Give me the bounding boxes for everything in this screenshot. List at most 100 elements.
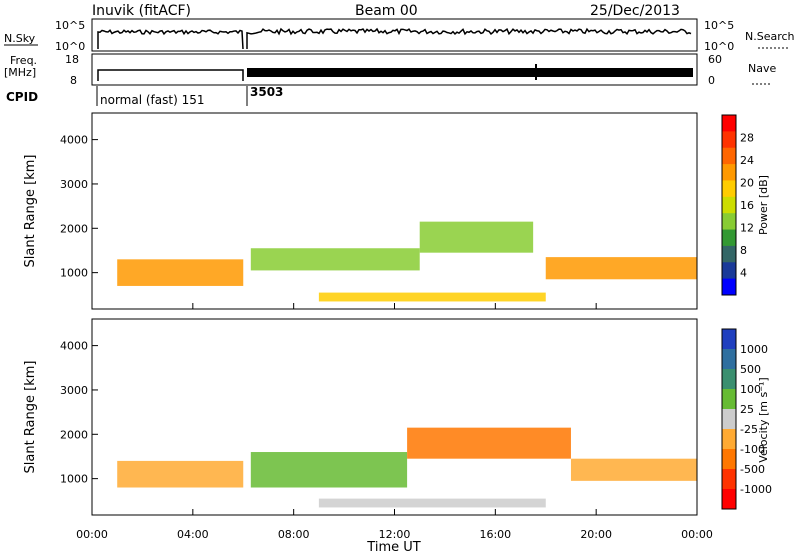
nave-tick-top: 60 (708, 53, 722, 66)
heatmap-band (407, 427, 571, 459)
freq-label-2: [MHz] (4, 66, 36, 79)
colorbar-tick-label: 25 (740, 403, 754, 416)
y-tick-label: 3000 (60, 178, 88, 191)
colorbar-swatch (722, 213, 736, 231)
colorbar-tick-label: -500 (740, 463, 765, 476)
colorbar-swatch (722, 245, 736, 263)
freq-trace (97, 69, 244, 81)
x-tick-label: 20:00 (580, 528, 612, 541)
colorbar-swatch (722, 229, 736, 247)
colorbar-swatch (722, 369, 736, 390)
freq-tick-bottom: 8 (70, 74, 77, 87)
y-tick-label: 2000 (60, 222, 88, 235)
x-tick-label: 08:00 (278, 528, 310, 541)
x-tick-label: 16:00 (479, 528, 511, 541)
date-title: 25/Dec/2013 (590, 3, 680, 19)
station-title: Inuvik (fitACF) (92, 3, 191, 19)
x-axis-label: Time UT (366, 540, 420, 554)
y-tick-label: 4000 (60, 134, 88, 147)
cpid-label: CPID (6, 90, 38, 104)
velocity-x-ticks (91, 509, 698, 515)
colorbar-swatch (722, 196, 736, 214)
x-tick-label: 00:00 (76, 528, 108, 541)
heatmap-band (419, 221, 534, 253)
noise-panel-frame (91, 18, 698, 52)
colorbar-swatch (722, 429, 736, 450)
colorbar-tick-label: 500 (740, 363, 761, 376)
cpid-segment-1: normal (fast) 151 (100, 93, 204, 107)
heatmap-band (250, 452, 408, 488)
colorbar-swatch (722, 262, 736, 280)
noise-left-tick-top: 10^5 (55, 19, 85, 32)
beam-title: Beam 00 (355, 3, 418, 19)
velocity-panel (117, 427, 697, 508)
x-tick-label: 00:00 (681, 528, 713, 541)
heatmap-band (117, 460, 244, 488)
noise-left-tick-bottom: 10^0 (55, 40, 85, 53)
heatmap-band (117, 259, 244, 286)
colorbar-swatch (722, 278, 736, 296)
power-x-ticks (91, 303, 698, 309)
velocity-y-ticks: 1000 2000 3000 4000 (60, 340, 98, 486)
freq-tick-top: 18 (65, 53, 79, 66)
colorbar-tick-label: 4 (740, 267, 747, 280)
power-panel (117, 221, 697, 302)
colorbar-tick-label: 24 (740, 154, 754, 167)
x-tick-label: 04:00 (177, 528, 209, 541)
colorbar-tick-label: 16 (740, 199, 754, 212)
noise-right-tick-top: 10^5 (704, 19, 734, 32)
y-tick-label: 4000 (60, 340, 88, 353)
colorbar-frame (721, 328, 737, 510)
noise-trace (97, 29, 244, 50)
colorbar-swatch (722, 115, 736, 132)
noise-left-label: N.Sky (4, 32, 36, 45)
noise-right-label: N.Search (745, 30, 795, 43)
colorbar-swatch (722, 489, 736, 510)
colorbar-tick-label: 100 (740, 383, 761, 396)
noise-right-tick-bottom: 10^0 (704, 40, 734, 53)
colorbar-swatch (722, 349, 736, 370)
cpid-segment-2: 3503 (250, 85, 283, 99)
colorbar-swatch (722, 409, 736, 430)
nave-band (247, 68, 693, 77)
heatmap-band (570, 458, 697, 481)
colorbar-swatch (722, 449, 736, 470)
colorbar-swatch (722, 389, 736, 410)
heatmap-band (318, 498, 546, 508)
nave-label: Nave (748, 62, 776, 75)
power-y-axis-label: Slant Range [km] (23, 155, 38, 268)
y-tick-label: 3000 (60, 384, 88, 397)
colorbar-tick-label: 28 (740, 132, 754, 145)
colorbar-tick-label: -1000 (740, 483, 772, 496)
power-colorbar: 28 24 20 16 12 8 4 (721, 114, 754, 296)
colorbar-tick-label: 8 (740, 244, 747, 257)
colorbar-swatch (722, 147, 736, 165)
colorbar-swatch (722, 131, 736, 149)
colorbar-frame (721, 114, 737, 296)
colorbar-tick-label: -25 (740, 423, 758, 436)
y-tick-label: 2000 (60, 428, 88, 441)
colorbar-tick-label: 20 (740, 177, 754, 190)
heatmap-band (318, 292, 546, 302)
power-colorbar-label: Power [dB] (757, 175, 770, 235)
colorbar-swatch (722, 469, 736, 490)
colorbar-tick-label: -100 (740, 443, 765, 456)
colorbar-tick-label: 1000 (740, 343, 768, 356)
x-tick-labels: 00:00 04:00 08:00 12:00 16:00 20:00 00:00 (76, 528, 713, 541)
y-tick-label: 1000 (60, 267, 88, 280)
colorbar-swatch (722, 164, 736, 181)
colorbar-tick-label: 12 (740, 222, 754, 235)
freq-label-1: Freq. (10, 54, 37, 67)
power-y-ticks: 1000 2000 3000 4000 (60, 134, 98, 280)
nave-tick-bottom: 0 (708, 74, 715, 87)
colorbar-swatch (722, 180, 736, 198)
velocity-y-axis-label: Slant Range [km] (23, 361, 38, 474)
y-tick-label: 1000 (60, 473, 88, 486)
heatmap-band (545, 257, 697, 280)
x-tick-label: 12:00 (379, 528, 411, 541)
colorbar-swatch (722, 329, 736, 350)
velocity-colorbar-label: Velocity [m s⁻¹] (757, 377, 770, 462)
heatmap-band (250, 248, 420, 271)
freq-panel-frame (91, 53, 698, 86)
